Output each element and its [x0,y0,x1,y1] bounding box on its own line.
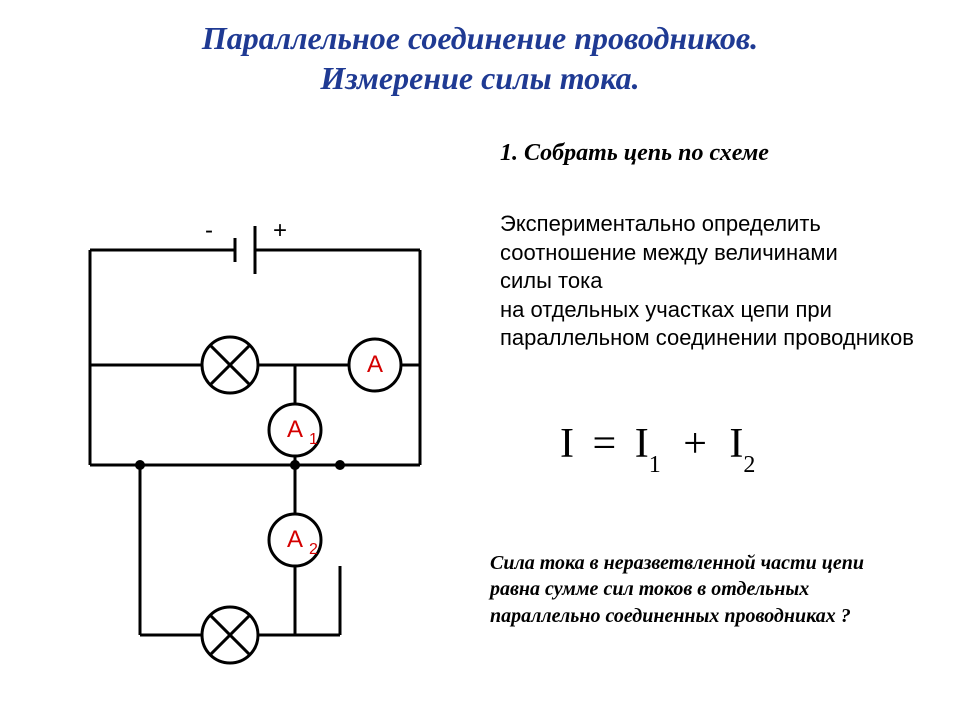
svg-text:+: + [273,217,287,244]
formula-i1: I [635,421,649,467]
svg-text:A: A [287,416,303,443]
svg-text:-: - [205,217,213,244]
formula-i1-sub: 1 [649,452,661,478]
concl-l3: параллельно соединенных проводниках ? [490,605,851,627]
svg-text:A: A [367,351,383,378]
formula-lhs: I [560,421,574,467]
desc-l4: на отдельных участках цепи при [500,297,832,322]
formula: I = I1 + I2 [560,420,755,473]
desc-l5: параллельном соединении проводников [500,325,914,350]
formula-eq: = [593,421,617,467]
formula-i2-sub: 2 [743,452,755,478]
title-line-2: Измерение силы тока. [320,60,639,96]
svg-text:1: 1 [309,431,318,448]
step-text: 1. Собрать цепь по схеме [500,140,769,166]
desc-l2: соотношение между величинами [500,240,838,265]
desc-l1: Экспериментально определить [500,211,821,236]
concl-l2: равна сумме сил токов в отдельных [490,578,809,600]
description-text: Экспериментально определить соотношение … [500,210,930,353]
conclusion-text: Сила тока в неразветвленной части цепи р… [490,550,930,629]
title-line-1: Параллельное соединение проводников. [202,20,758,56]
circuit-svg: -+AA1A2 [55,215,455,675]
concl-l1: Сила тока в неразветвленной части цепи [490,552,864,574]
page: Параллельное соединение проводников. Изм… [0,0,960,720]
formula-i2: I [729,421,743,467]
page-title: Параллельное соединение проводников. Изм… [0,18,960,98]
formula-plus: + [683,421,707,467]
svg-text:A: A [287,526,303,553]
desc-l3: силы тока [500,268,602,293]
step-heading: 1. Собрать цепь по схеме [500,138,900,168]
circuit-diagram: -+AA1A2 [55,215,455,675]
svg-text:2: 2 [309,541,318,558]
